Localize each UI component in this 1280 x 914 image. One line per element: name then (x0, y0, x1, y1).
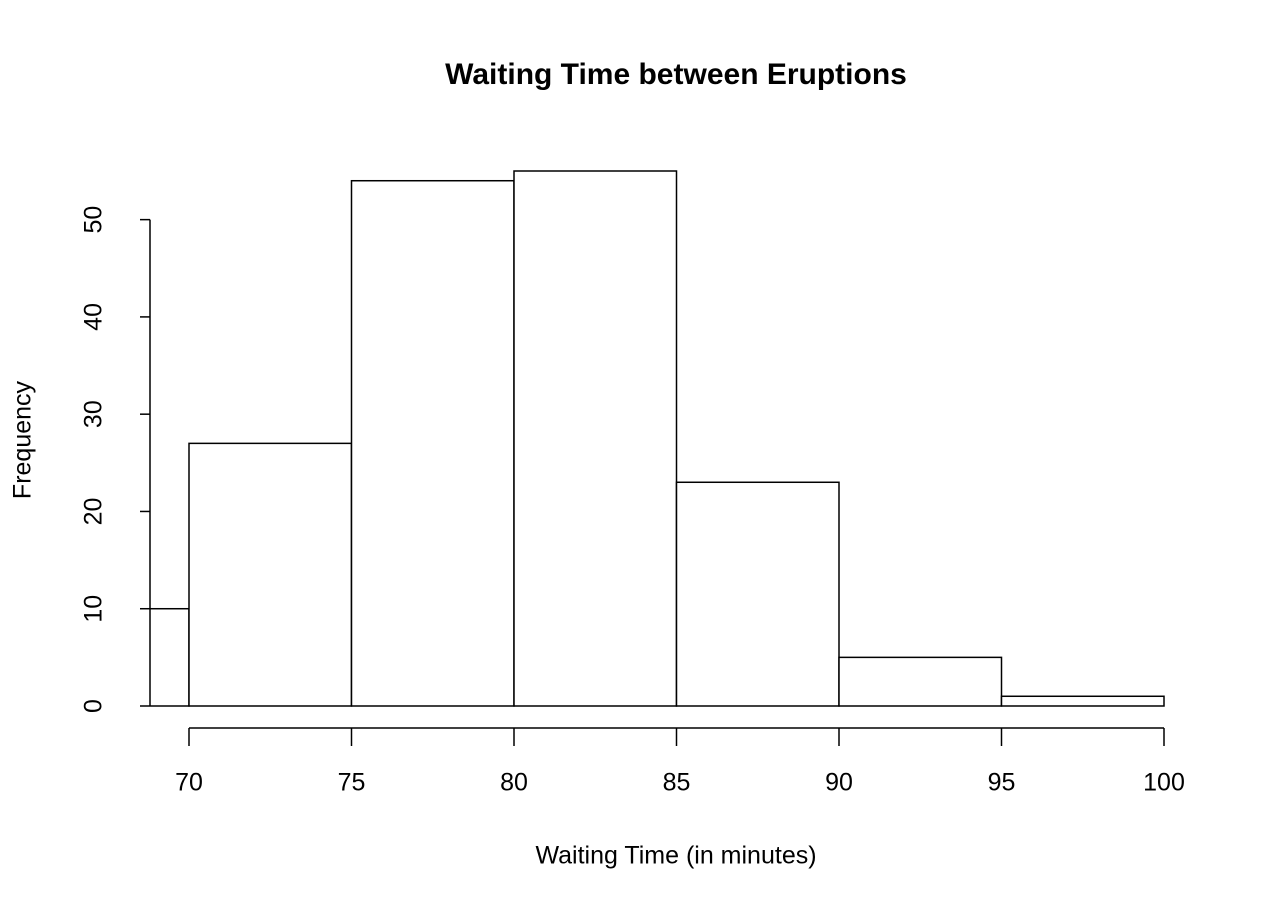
bar (513, 170, 678, 707)
y-tick-label: 30 (80, 400, 108, 428)
bar (675, 481, 840, 707)
y-tick-label: 20 (80, 498, 108, 526)
y-tick-label: 10 (80, 595, 108, 623)
x-tick-label: 100 (1143, 769, 1185, 797)
x-tick-label: 85 (663, 769, 691, 797)
x-axis-label: Waiting Time (in minutes) (535, 842, 816, 870)
x-tick-label: 95 (988, 769, 1016, 797)
y-tick-label: 50 (80, 206, 108, 234)
bars (150, 170, 1165, 707)
chart-title: Waiting Time between Eruptions (445, 58, 907, 91)
x-tick-label: 75 (338, 769, 366, 797)
y-tick-label: 40 (80, 303, 108, 331)
x-tick-label: 80 (500, 769, 528, 797)
x-tick-label: 90 (825, 769, 853, 797)
y-tick-label: 0 (80, 699, 108, 713)
bar (838, 656, 1003, 707)
bar (150, 607, 190, 707)
x-tick-label: 70 (175, 769, 203, 797)
bar (188, 442, 353, 707)
y-axis-label: Frequency (9, 380, 37, 499)
bar (350, 179, 515, 707)
bar (1000, 695, 1165, 707)
